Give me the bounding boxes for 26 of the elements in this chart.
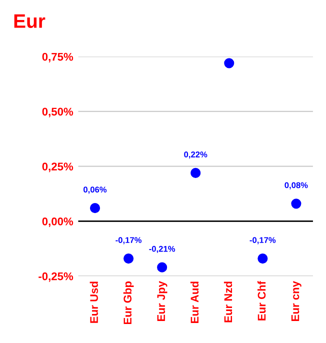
data-label: 0,06% [84,186,107,194]
point [90,203,100,214]
y-tick-label: 0,25% [42,162,74,172]
x-tick-label: Eur Gbp [123,281,134,324]
point [291,198,302,209]
y-tick-label: -0,25% [38,272,74,282]
data-label: -0,21% [149,246,176,254]
x-tick-label: Eur Nzd [224,282,232,322]
point [157,262,168,272]
data-label: -0,17% [250,237,276,244]
y-tick-label: 0,50% [42,108,74,118]
point [224,58,234,68]
data-label: -0,17% [116,237,142,244]
point [190,168,201,178]
x-tick-label: Eur Jpy [157,281,168,321]
x-tick-label: Eur cny [291,281,302,321]
x-tick-label: Eur Usd [90,282,98,323]
point [258,254,268,264]
data-label: 0,08% [284,182,308,190]
chart-title: Eur [14,14,46,28]
y-tick-label: 0,00% [42,218,74,227]
x-tick-label: Eur Chf [257,280,266,320]
y-tick-label: 0,75% [42,52,74,62]
x-tick-label: Eur Aud [190,282,199,324]
point [124,254,134,264]
data-label: 0,22% [184,152,208,159]
